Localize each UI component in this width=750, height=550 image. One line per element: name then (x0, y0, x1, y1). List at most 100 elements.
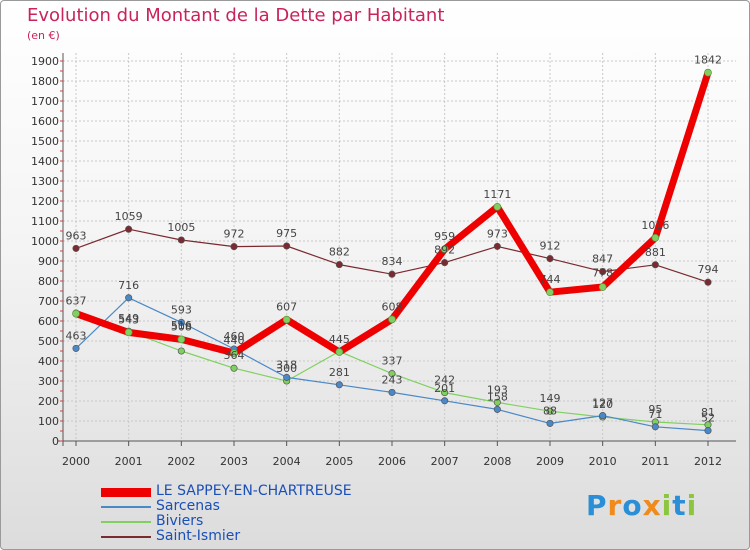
data-label: 445 (329, 333, 350, 346)
data-label: 463 (66, 329, 87, 342)
data-label: 71 (648, 408, 662, 421)
data-label: 892 (434, 244, 455, 257)
data-label: 193 (487, 383, 508, 396)
data-label: 973 (487, 227, 508, 240)
data-point (441, 389, 449, 397)
y-tick-label: 1500 (31, 135, 59, 148)
y-tick-label: 1200 (31, 195, 59, 208)
y-tick-label: 1300 (31, 175, 59, 188)
logo-letter: r (607, 489, 623, 522)
legend-swatch (101, 506, 151, 508)
chart-title: Evolution du Montant de la Dette par Hab… (27, 5, 445, 26)
data-label: 364 (224, 349, 245, 362)
y-tick-label: 200 (38, 395, 59, 408)
data-point (335, 381, 343, 389)
data-point (704, 427, 712, 435)
logo-letter: o (622, 489, 643, 522)
data-point (546, 419, 554, 427)
data-point (230, 243, 238, 251)
data-label: 881 (645, 246, 666, 259)
data-label: 95 (648, 403, 662, 416)
data-label: 1016 (641, 219, 669, 232)
data-label: 516 (171, 319, 192, 332)
proxiti-logo: Proxiti (586, 489, 697, 522)
data-label: 744 (540, 273, 561, 286)
x-tick-label: 2008 (483, 455, 511, 468)
data-label: 1005 (167, 221, 195, 234)
data-label: 120 (592, 398, 613, 411)
data-point (546, 407, 554, 415)
data-point (599, 412, 607, 420)
y-tick-label: 1600 (31, 115, 59, 128)
x-tick-label: 2004 (273, 455, 301, 468)
data-point (388, 370, 396, 378)
legend-label: Saint-Ismier (156, 528, 241, 544)
x-tick-label: 2001 (115, 455, 143, 468)
legend-label: LE SAPPEY-EN-CHARTREUSE (156, 483, 352, 499)
data-label: 593 (171, 303, 192, 316)
data-label: 242 (434, 374, 455, 387)
legend-label: Biviers (156, 513, 204, 529)
data-label: 882 (329, 246, 350, 259)
x-tick-label: 2003 (220, 455, 248, 468)
data-label: 778 (592, 266, 613, 279)
data-point (335, 261, 343, 269)
data-point (388, 388, 396, 396)
data-label: 716 (118, 279, 139, 292)
unit-label: (en €) (27, 29, 60, 42)
data-point (493, 242, 501, 250)
data-point (599, 268, 607, 276)
data-label: 158 (487, 390, 508, 403)
data-label: 608 (382, 300, 403, 313)
data-label: 637 (66, 295, 87, 308)
data-label: 963 (66, 229, 87, 242)
data-point (493, 405, 501, 413)
data-label: 959 (434, 230, 455, 243)
data-point (335, 348, 344, 356)
y-tick-label: 1800 (31, 75, 59, 88)
y-tick-label: 900 (38, 255, 59, 268)
data-point (651, 233, 660, 242)
x-tick-label: 2005 (325, 455, 353, 468)
y-tick-label: 1700 (31, 95, 59, 108)
x-tick-label: 2011 (641, 455, 669, 468)
data-point (72, 309, 80, 318)
data-point (440, 245, 449, 254)
data-point (651, 423, 659, 431)
data-label: 281 (329, 366, 350, 379)
x-tick-label: 2007 (431, 455, 459, 468)
y-tick-label: 0 (52, 435, 59, 448)
y-tick-label: 1400 (31, 155, 59, 168)
data-label: 1842 (694, 54, 722, 67)
data-point (441, 259, 449, 267)
data-point (125, 225, 133, 233)
data-point (388, 315, 396, 324)
logo-letter: t (672, 489, 687, 522)
x-tick-label: 2009 (536, 455, 564, 468)
data-point (177, 236, 185, 244)
data-point (177, 318, 185, 326)
logo-letter: i (686, 489, 698, 522)
data-point (493, 202, 502, 211)
x-tick-label: 2010 (589, 455, 617, 468)
data-label: 52 (701, 412, 715, 425)
data-point (388, 270, 396, 278)
data-label: 972 (224, 228, 245, 241)
data-point (704, 68, 712, 77)
x-tick-label: 2012 (694, 455, 722, 468)
data-label: 149 (540, 392, 561, 405)
data-label: 508 (171, 320, 192, 333)
data-label: 975 (276, 227, 297, 240)
legend-swatch (101, 488, 151, 497)
data-label: 81 (701, 406, 715, 419)
y-tick-label: 600 (38, 315, 59, 328)
data-point (124, 328, 133, 337)
data-label: 243 (382, 373, 403, 386)
data-label: 88 (543, 404, 557, 417)
data-point (177, 335, 186, 344)
logo-letter: x (642, 489, 662, 522)
y-tick-label: 400 (38, 355, 59, 368)
x-tick-label: 2006 (378, 455, 406, 468)
data-point (72, 344, 80, 352)
